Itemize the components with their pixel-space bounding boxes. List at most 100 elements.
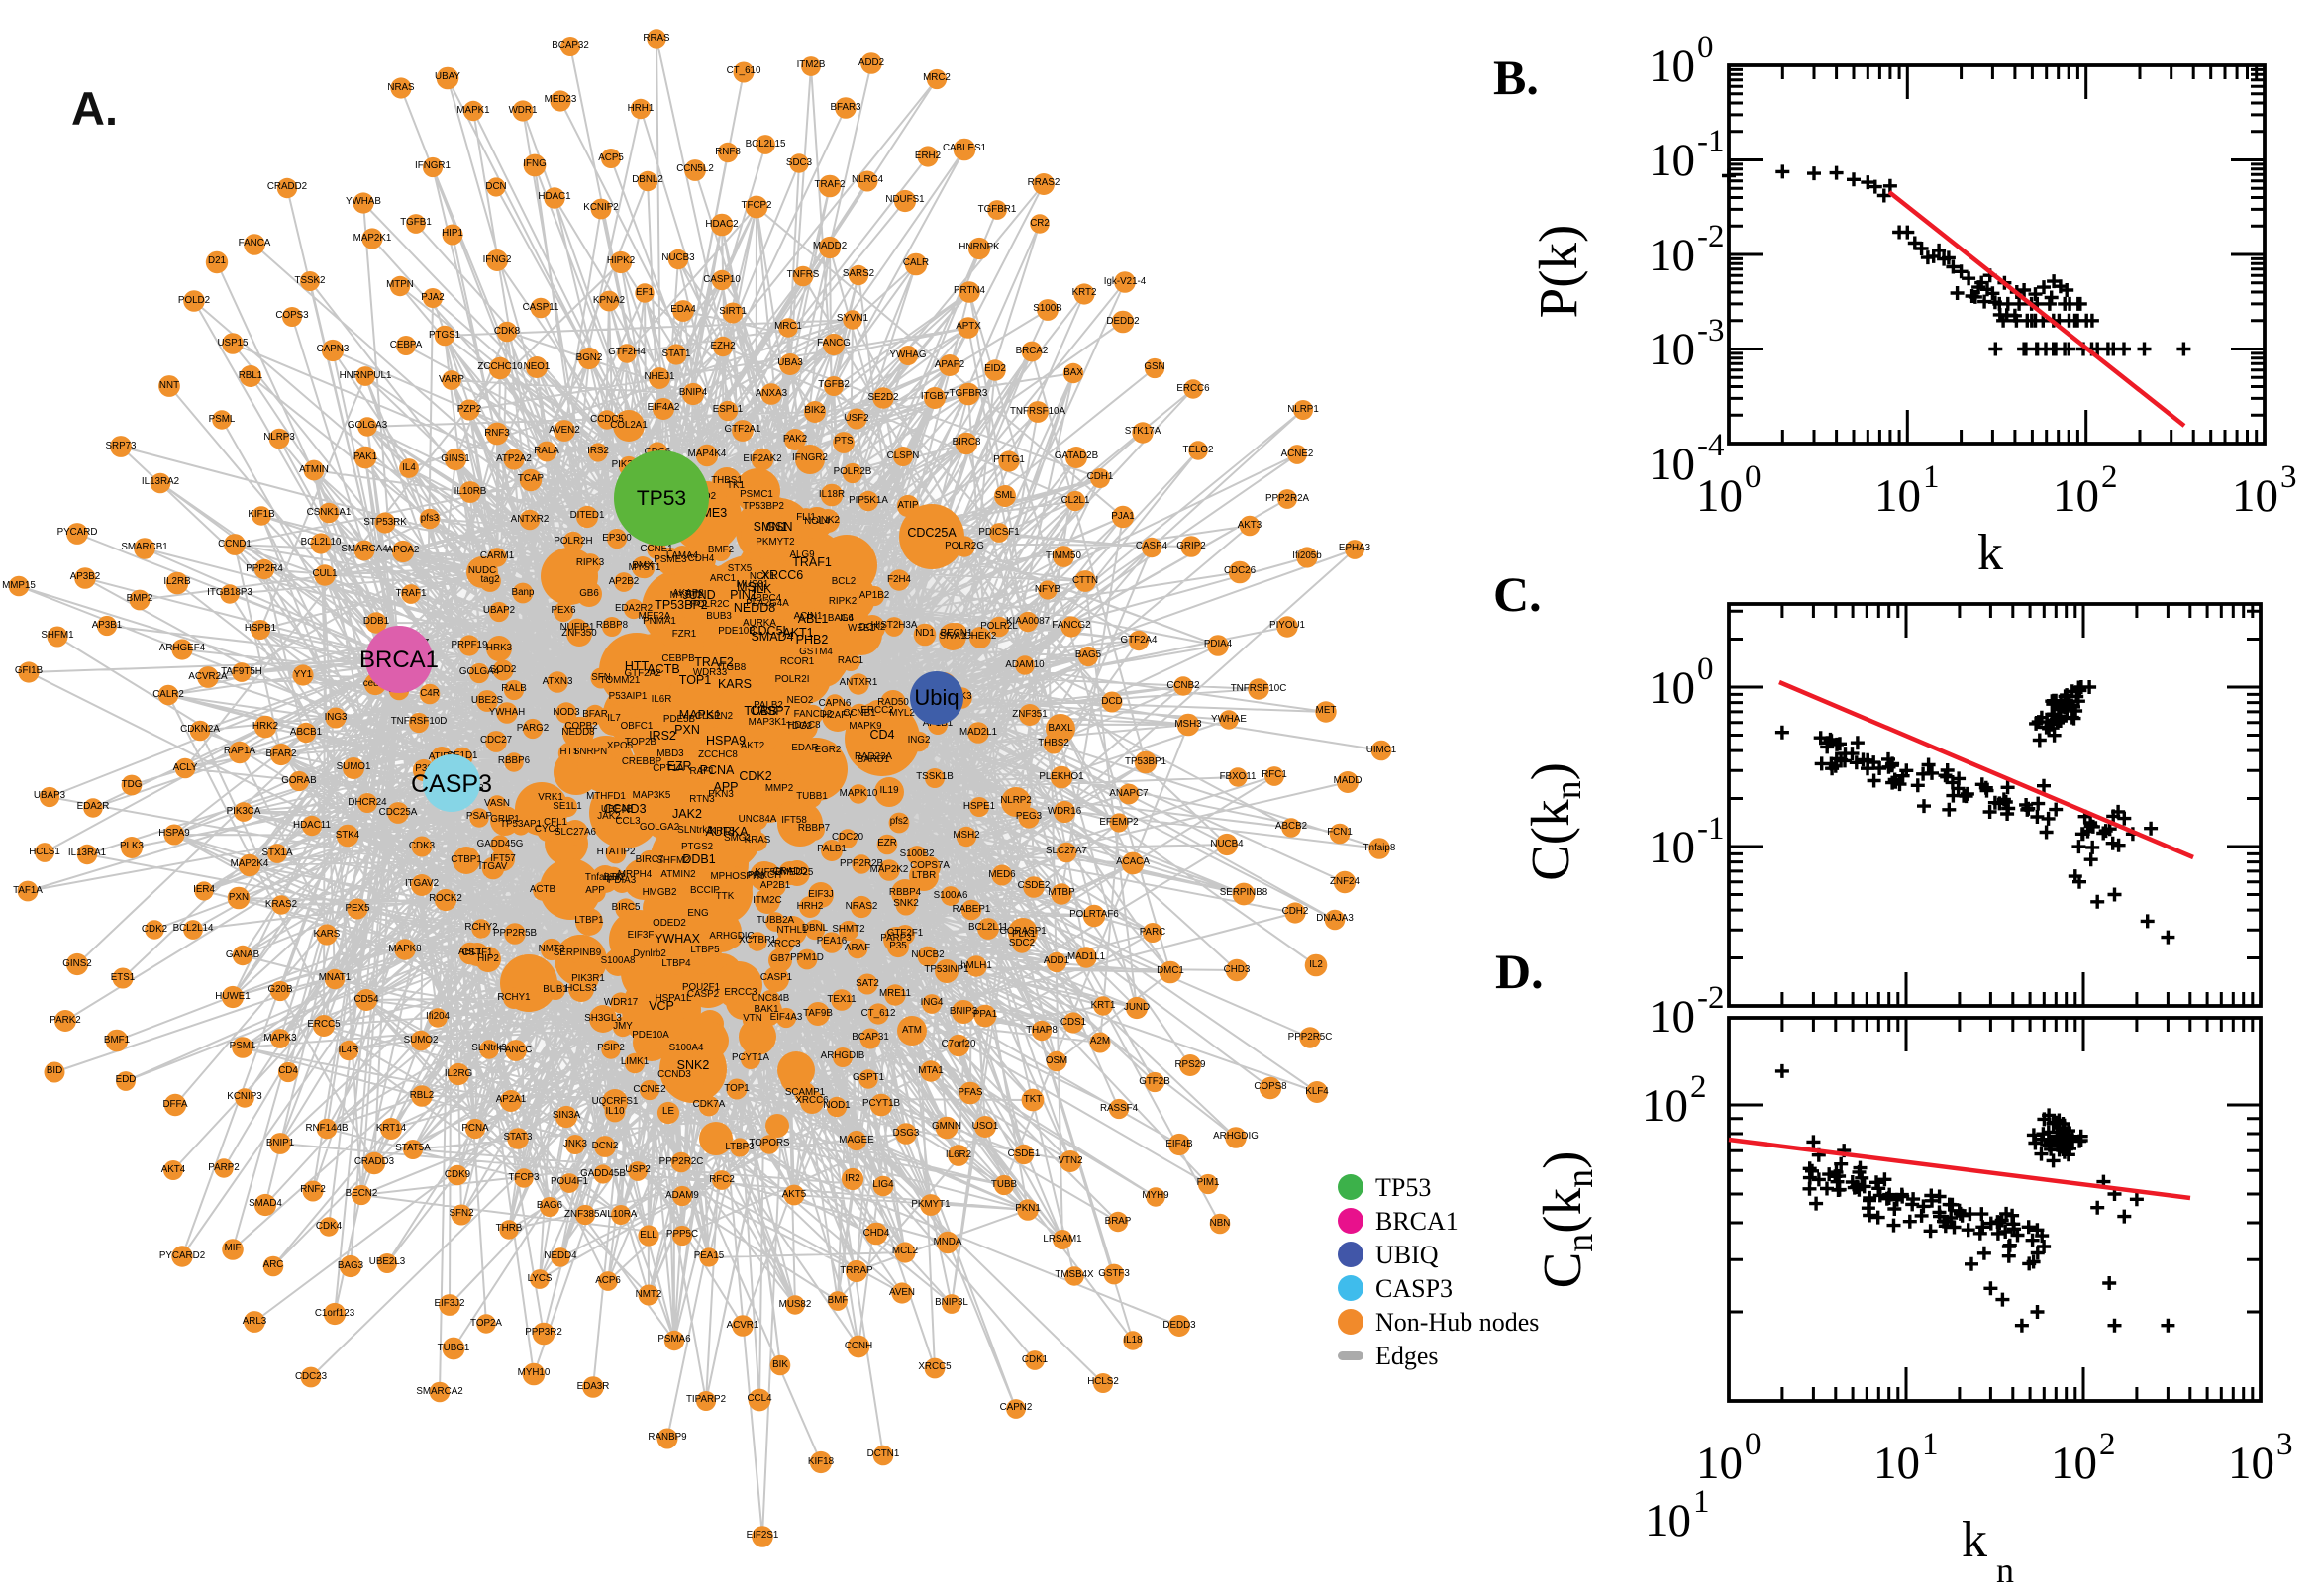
svg-text:SE1D1: SE1D1 bbox=[447, 750, 477, 761]
svg-text:VCP: VCP bbox=[649, 999, 674, 1013]
svg-text:CT_610: CT_610 bbox=[727, 65, 761, 76]
svg-text:CASP11: CASP11 bbox=[523, 302, 559, 313]
svg-text:TOP2A: TOP2A bbox=[470, 1318, 502, 1329]
svg-text:AKT2: AKT2 bbox=[741, 741, 765, 751]
svg-text:SMARCB1: SMARCB1 bbox=[121, 542, 167, 552]
svg-text:UBAP3: UBAP3 bbox=[34, 790, 66, 801]
svg-text:Dynlrb2: Dynlrb2 bbox=[633, 948, 666, 959]
svg-text:ATIP: ATIP bbox=[897, 500, 919, 511]
svg-text:JNK3: JNK3 bbox=[563, 1139, 588, 1149]
svg-text:DDB1: DDB1 bbox=[363, 616, 389, 627]
svg-text:RANBP9: RANBP9 bbox=[648, 1432, 686, 1443]
svg-text:EDA4: EDA4 bbox=[670, 304, 696, 315]
svg-text:SLC27A7: SLC27A7 bbox=[1046, 846, 1087, 856]
svg-text:ATMIN2: ATMIN2 bbox=[660, 869, 695, 880]
svg-text:BCAP32: BCAP32 bbox=[552, 40, 589, 50]
svg-text:TSSK1B: TSSK1B bbox=[916, 771, 954, 782]
svg-text:SUMO2: SUMO2 bbox=[404, 1035, 439, 1046]
svg-text:NBN: NBN bbox=[1210, 1218, 1231, 1229]
svg-text:PSME3: PSME3 bbox=[654, 554, 687, 565]
svg-text:P53AIP1: P53AIP1 bbox=[609, 691, 648, 702]
svg-text:C1orf123: C1orf123 bbox=[315, 1308, 355, 1319]
svg-text:Ubiq: Ubiq bbox=[914, 685, 959, 710]
svg-text:ACNE2: ACNE2 bbox=[1281, 449, 1314, 459]
svg-text:2: 2 bbox=[2101, 459, 2118, 495]
svg-text:RPS29: RPS29 bbox=[1174, 1059, 1205, 1070]
svg-text:IL10RB: IL10RB bbox=[454, 486, 487, 497]
svg-text:ND1: ND1 bbox=[915, 628, 935, 639]
svg-text:FANCG2: FANCG2 bbox=[1052, 620, 1090, 631]
svg-text:SDC3: SDC3 bbox=[786, 157, 813, 168]
svg-text:PALB1: PALB1 bbox=[817, 844, 847, 854]
svg-text:1: 1 bbox=[1693, 1484, 1710, 1520]
svg-text:CALR: CALR bbox=[903, 257, 929, 268]
svg-text:ODED2: ODED2 bbox=[653, 918, 686, 929]
svg-text:GADD45G: GADD45G bbox=[477, 839, 524, 849]
svg-text:PSMA6: PSMA6 bbox=[657, 1334, 691, 1345]
svg-text:APP: APP bbox=[585, 885, 605, 896]
svg-text:CREBBP: CREBBP bbox=[622, 756, 662, 767]
svg-text:POLR2B: POLR2B bbox=[834, 466, 872, 477]
svg-text:USO1: USO1 bbox=[972, 1121, 999, 1132]
svg-text:-2: -2 bbox=[1697, 980, 1725, 1016]
svg-text:POU4F1: POU4F1 bbox=[551, 1176, 588, 1187]
svg-text:10: 10 bbox=[1696, 1438, 1743, 1489]
svg-text:MAP2K2: MAP2K2 bbox=[870, 864, 909, 875]
svg-text:RCOR1: RCOR1 bbox=[780, 656, 814, 667]
svg-text:ARHGEF4: ARHGEF4 bbox=[159, 643, 206, 653]
svg-text:SCAMP1: SCAMP1 bbox=[785, 1087, 825, 1098]
svg-text:SML: SML bbox=[995, 490, 1016, 501]
svg-text:ATM: ATM bbox=[902, 1025, 922, 1036]
svg-text:MTA1: MTA1 bbox=[918, 1065, 943, 1076]
svg-text:PPP2R5C: PPP2R5C bbox=[1288, 1032, 1333, 1043]
svg-text:TFCP2: TFCP2 bbox=[741, 200, 771, 211]
svg-text:CDK8: CDK8 bbox=[494, 326, 521, 337]
svg-text:RIPK2: RIPK2 bbox=[829, 596, 857, 607]
svg-text:ACTB: ACTB bbox=[647, 662, 679, 676]
svg-text:GINS1: GINS1 bbox=[441, 453, 469, 464]
svg-text:LTBP1: LTBP1 bbox=[574, 915, 603, 926]
svg-text:HCLS2: HCLS2 bbox=[1087, 1376, 1119, 1387]
svg-text:APP: APP bbox=[713, 780, 738, 794]
svg-text:YWHAX: YWHAX bbox=[655, 932, 701, 946]
svg-text:ABCB1: ABCB1 bbox=[290, 727, 322, 738]
svg-text:ACVR1: ACVR1 bbox=[727, 1320, 759, 1331]
svg-text:APAF2: APAF2 bbox=[935, 359, 964, 370]
svg-text:ERCC2: ERCC2 bbox=[860, 705, 893, 716]
svg-text:OSM: OSM bbox=[1046, 1055, 1067, 1066]
svg-text:PIK3R1: PIK3R1 bbox=[571, 973, 605, 984]
svg-text:EIF2S1: EIF2S1 bbox=[747, 1530, 779, 1541]
svg-text:BRCA2: BRCA2 bbox=[1016, 346, 1049, 356]
svg-text:CDC27: CDC27 bbox=[480, 735, 512, 746]
svg-text:TDG2: TDG2 bbox=[786, 721, 812, 732]
svg-text:BIRC5: BIRC5 bbox=[612, 902, 641, 913]
svg-text:KARS: KARS bbox=[718, 677, 752, 691]
svg-text:HDAC11: HDAC11 bbox=[293, 820, 331, 831]
svg-text:TOP1: TOP1 bbox=[724, 1083, 749, 1094]
svg-text:USF2: USF2 bbox=[844, 413, 868, 424]
svg-text:MYH9: MYH9 bbox=[1142, 1190, 1168, 1201]
svg-text:RFC2: RFC2 bbox=[709, 1174, 735, 1185]
svg-text:COPS8: COPS8 bbox=[1254, 1081, 1287, 1092]
svg-text:10: 10 bbox=[1649, 324, 1695, 375]
svg-text:TEX11: TEX11 bbox=[827, 994, 856, 1005]
svg-text:RCHY2: RCHY2 bbox=[464, 922, 497, 933]
svg-text:TP53BP2: TP53BP2 bbox=[655, 598, 708, 612]
svg-text:STX1A: STX1A bbox=[261, 848, 293, 858]
svg-text:TP53BP1: TP53BP1 bbox=[1125, 756, 1166, 767]
svg-text:SMAD4: SMAD4 bbox=[751, 630, 793, 644]
svg-text:GSN: GSN bbox=[1144, 361, 1164, 372]
svg-text:SLC27A6: SLC27A6 bbox=[555, 827, 596, 838]
svg-text:RALB: RALB bbox=[501, 683, 527, 694]
svg-text:10: 10 bbox=[1649, 822, 1695, 873]
svg-text:HIP2: HIP2 bbox=[477, 953, 499, 964]
svg-text:TNFRS: TNFRS bbox=[787, 269, 820, 280]
svg-text:PCYT1B: PCYT1B bbox=[862, 1098, 901, 1109]
svg-text:TRRAP: TRRAP bbox=[840, 1265, 873, 1276]
svg-text:SERPINB8: SERPINB8 bbox=[1220, 887, 1268, 898]
svg-text:VASN: VASN bbox=[484, 798, 510, 809]
svg-text:ITGB8: ITGB8 bbox=[718, 662, 747, 673]
svg-text:EFEMP2: EFEMP2 bbox=[1099, 817, 1138, 828]
svg-text:MNAT1: MNAT1 bbox=[319, 972, 351, 983]
svg-text:PPP2R2C: PPP2R2C bbox=[659, 1156, 704, 1167]
